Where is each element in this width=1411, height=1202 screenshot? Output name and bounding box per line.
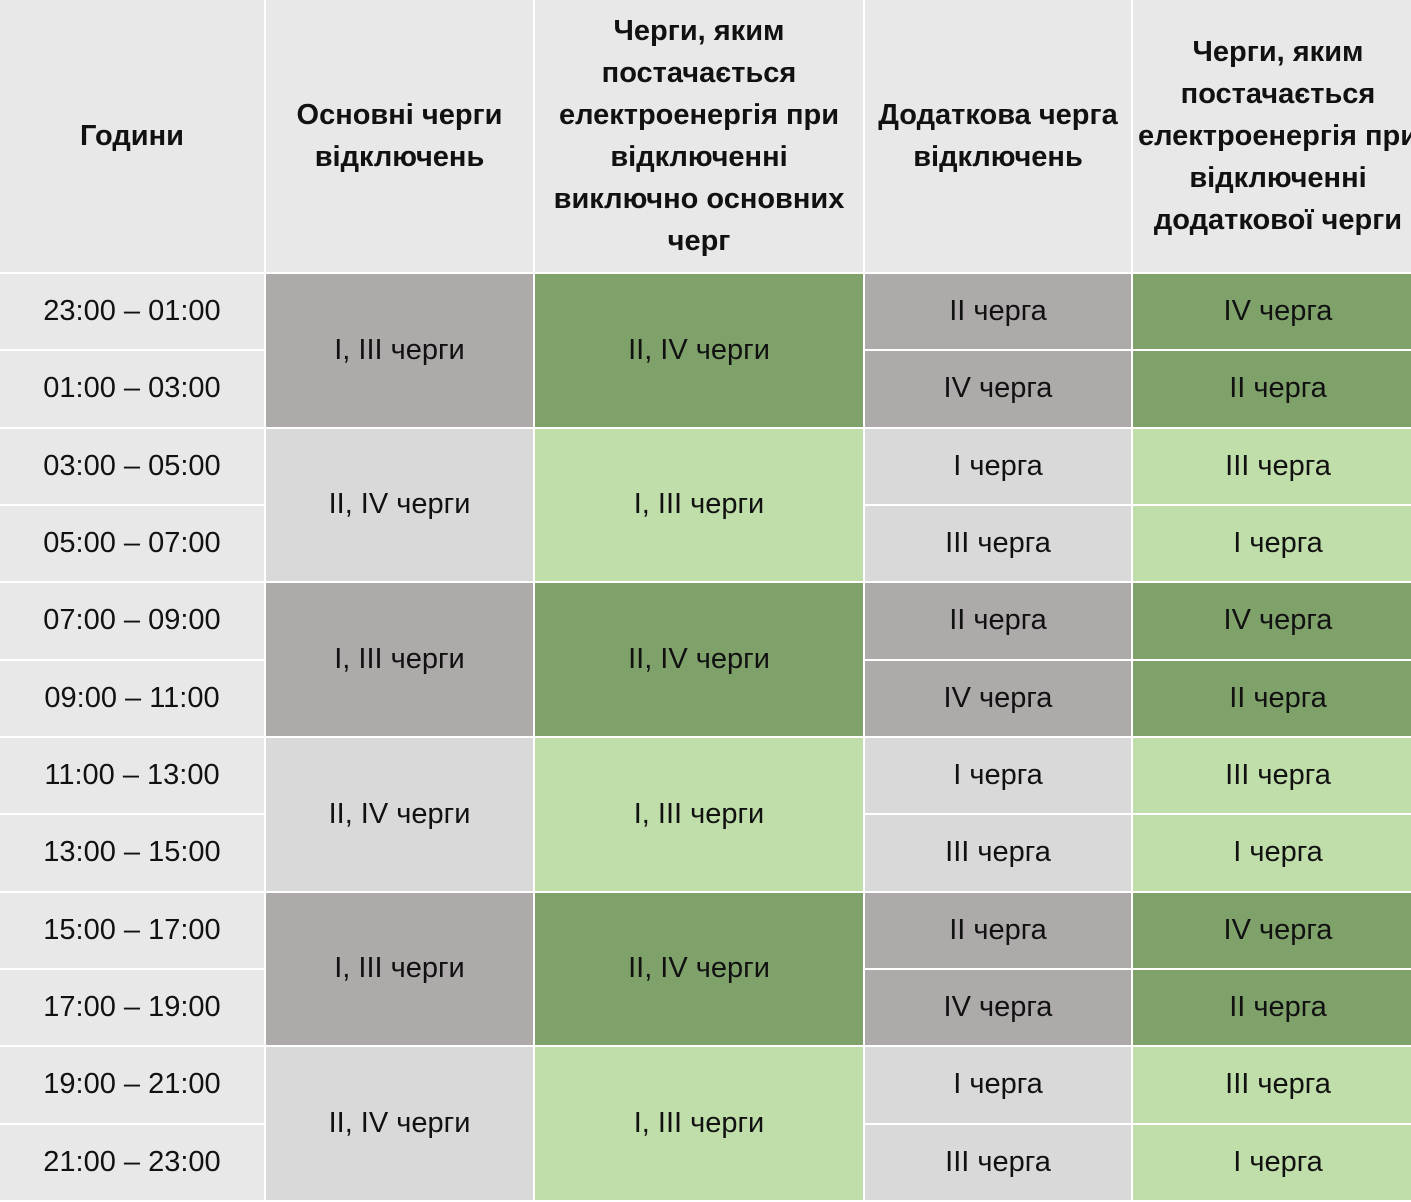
extra-queue-cell: III черга bbox=[865, 505, 1131, 582]
time-cell: 19:00 – 21:00 bbox=[0, 1047, 264, 1123]
time-cell: 03:00 – 05:00 bbox=[0, 428, 264, 504]
extra-queue-cell: III черга bbox=[865, 815, 1131, 891]
main-queues-cell: II, IV черги bbox=[266, 1047, 533, 1200]
supplied-extra-cell: IV черга bbox=[1133, 892, 1411, 968]
time-cell: 17:00 – 19:00 bbox=[0, 969, 264, 1046]
extra-queue-cell: I черга bbox=[865, 737, 1131, 814]
time-cell: 13:00 – 15:00 bbox=[0, 815, 264, 891]
time-cell: 21:00 – 23:00 bbox=[0, 1124, 264, 1200]
time-cell: 05:00 – 07:00 bbox=[0, 505, 264, 582]
supplied-extra-cell: IV черга bbox=[1133, 583, 1411, 659]
table-row: 01:00 – 03:00 IV черга II черга bbox=[0, 351, 1411, 427]
extra-queue-cell: II черга bbox=[865, 274, 1131, 350]
table-row: 09:00 – 11:00 IV черга II черга bbox=[0, 660, 1411, 736]
time-cell: 15:00 – 17:00 bbox=[0, 892, 264, 968]
supplied-extra-cell: I черга bbox=[1133, 505, 1411, 582]
supplied-main-cell: II, IV черги bbox=[535, 583, 863, 736]
header-extra-queue: Додаткова черга відключень bbox=[865, 0, 1131, 272]
header-row: Години Основні черги відключень Черги, я… bbox=[0, 0, 1411, 272]
header-supplied-extra: Черги, яким постачається електроенергія … bbox=[1133, 0, 1411, 272]
table-row: 21:00 – 23:00 III черга I черга bbox=[0, 1124, 1411, 1200]
table-row: 03:00 – 05:00 II, IV черги I, III черги I ч… bbox=[0, 428, 1411, 582]
extra-queue-cell: IV черга bbox=[865, 969, 1131, 1046]
supplied-extra-cell: I черга bbox=[1133, 1124, 1411, 1200]
supplied-extra-cell: III черга bbox=[1133, 428, 1411, 504]
header-main-queues: Основні черги відключень bbox=[266, 0, 533, 272]
time-cell: 01:00 – 03:00 bbox=[0, 351, 264, 427]
header-supplied-main: Черги, яким постачається електроенергія … bbox=[535, 0, 863, 272]
supplied-extra-cell: I черга bbox=[1133, 815, 1411, 891]
supplied-extra-cell: IV черга bbox=[1133, 274, 1411, 350]
table-row: 07:00 – 09:00 I, III черги II, IV черги II … bbox=[0, 583, 1411, 736]
time-cell: 09:00 – 11:00 bbox=[0, 660, 264, 736]
time-cell: 07:00 – 09:00 bbox=[0, 583, 264, 659]
table-row: 13:00 – 15:00 III черга I черга bbox=[0, 815, 1411, 891]
table-row: 19:00 – 21:00 II, IV черги I, III черги I ч… bbox=[0, 1047, 1411, 1200]
main-queues-cell: II, IV черги bbox=[266, 428, 533, 582]
time-cell: 11:00 – 13:00 bbox=[0, 737, 264, 814]
main-queues-cell: II, IV черги bbox=[266, 737, 533, 891]
extra-queue-cell: IV черга bbox=[865, 660, 1131, 736]
supplied-main-cell: II, IV черги bbox=[535, 274, 863, 427]
table-row: 15:00 – 17:00 I, III черги II, IV черги II … bbox=[0, 892, 1411, 1046]
table-row: 17:00 – 19:00 IV черга II черга bbox=[0, 969, 1411, 1046]
main-queues-cell: I, III черги bbox=[266, 892, 533, 1046]
main-queues-cell: I, III черги bbox=[266, 583, 533, 736]
supplied-extra-cell: III черга bbox=[1133, 1047, 1411, 1123]
supplied-main-cell: I, III черги bbox=[535, 428, 863, 582]
extra-queue-cell: I черга bbox=[865, 428, 1131, 504]
extra-queue-cell: IV черга bbox=[865, 351, 1131, 427]
table-row: 11:00 – 13:00 II, IV черги I, III черги I ч… bbox=[0, 737, 1411, 891]
supplied-main-cell: I, III черги bbox=[535, 1047, 863, 1200]
main-queues-cell: I, III черги bbox=[266, 274, 533, 427]
extra-queue-cell: II черга bbox=[865, 583, 1131, 659]
supplied-main-cell: II, IV черги bbox=[535, 892, 863, 1046]
supplied-extra-cell: II черга bbox=[1133, 660, 1411, 736]
supplied-extra-cell: II черга bbox=[1133, 969, 1411, 1046]
header-hours: Години bbox=[0, 0, 264, 272]
extra-queue-cell: III черга bbox=[865, 1124, 1131, 1200]
table-row: 23:00 – 01:00 I, III черги II, IV черги II … bbox=[0, 274, 1411, 427]
time-cell: 23:00 – 01:00 bbox=[0, 274, 264, 350]
table-row: 05:00 – 07:00 III черга I черга bbox=[0, 505, 1411, 582]
supplied-extra-cell: II черга bbox=[1133, 351, 1411, 427]
extra-queue-cell: I черга bbox=[865, 1047, 1131, 1123]
supplied-extra-cell: III черга bbox=[1133, 737, 1411, 814]
extra-queue-cell: II черга bbox=[865, 892, 1131, 968]
supplied-main-cell: I, III черги bbox=[535, 737, 863, 891]
